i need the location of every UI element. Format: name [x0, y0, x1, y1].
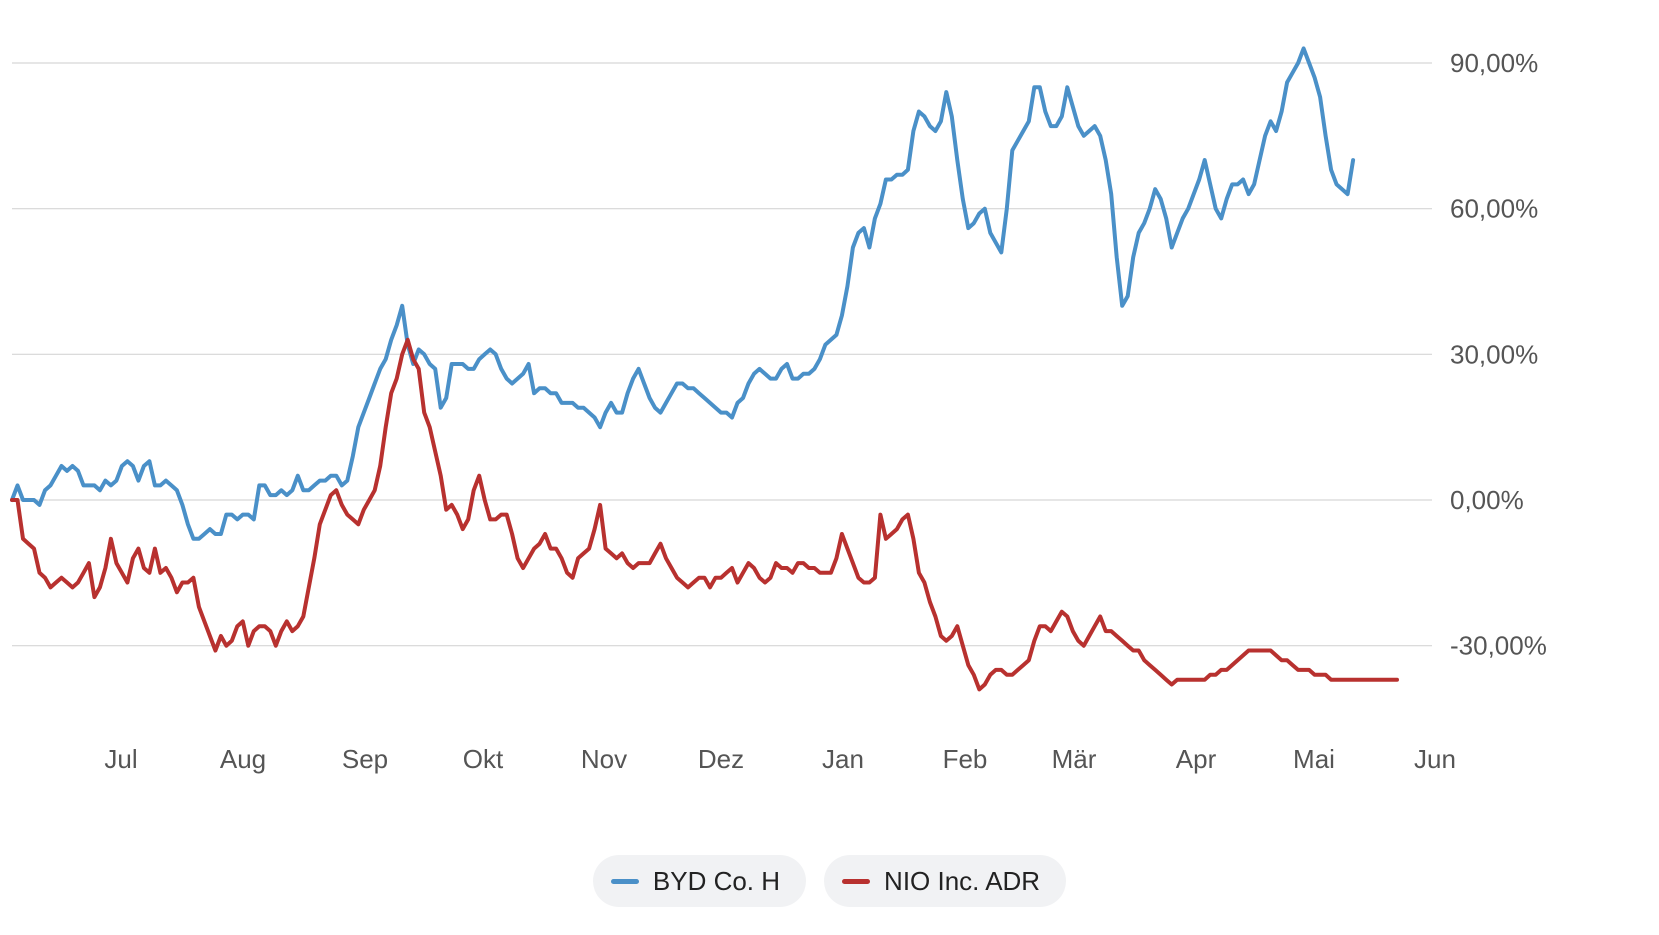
y-tick-label: 90,00% [1450, 48, 1538, 78]
x-tick-label: Sep [342, 744, 388, 774]
line-chart: 90,00% 60,00% 30,00% 0,00% -30,00% Jul Aug Sep O… [10, 46, 1547, 774]
y-tick-label: 60,00% [1450, 194, 1538, 224]
x-tick-label: Feb [943, 744, 988, 774]
legend-swatch-nio [842, 878, 871, 884]
y-tick-label: -30,00% [1450, 631, 1547, 661]
series-line-byd [10, 46, 1356, 541]
x-tick-label: Nov [581, 744, 627, 774]
x-tick-label: Jan [822, 744, 864, 774]
x-tick-label: Jun [1414, 744, 1456, 774]
legend-swatch-byd [610, 878, 639, 884]
x-tick-label: Mär [1052, 744, 1097, 774]
series-line-nio [10, 337, 1399, 692]
y-tick-label: 0,00% [1450, 485, 1524, 515]
x-tick-label: Mai [1293, 744, 1335, 774]
x-tick-label: Apr [1176, 744, 1217, 774]
x-tick-label: Okt [463, 744, 504, 774]
chart-area: 90,00% 60,00% 30,00% 0,00% -30,00% Jul Aug Sep O… [10, 46, 1547, 774]
legend-label-nio: NIO Inc. ADR [884, 865, 1041, 896]
y-tick-label: 30,00% [1450, 339, 1538, 369]
legend-item-nio[interactable]: NIO Inc. ADR [824, 855, 1067, 907]
x-tick-label: Dez [698, 744, 744, 774]
x-tick-label: Aug [220, 744, 266, 774]
x-tick-label: Jul [104, 744, 137, 774]
legend-label-byd: BYD Co. H [652, 865, 781, 896]
legend-item-byd[interactable]: BYD Co. H [592, 855, 807, 907]
legend: BYD Co. H NIO Inc. ADR [0, 855, 1659, 907]
